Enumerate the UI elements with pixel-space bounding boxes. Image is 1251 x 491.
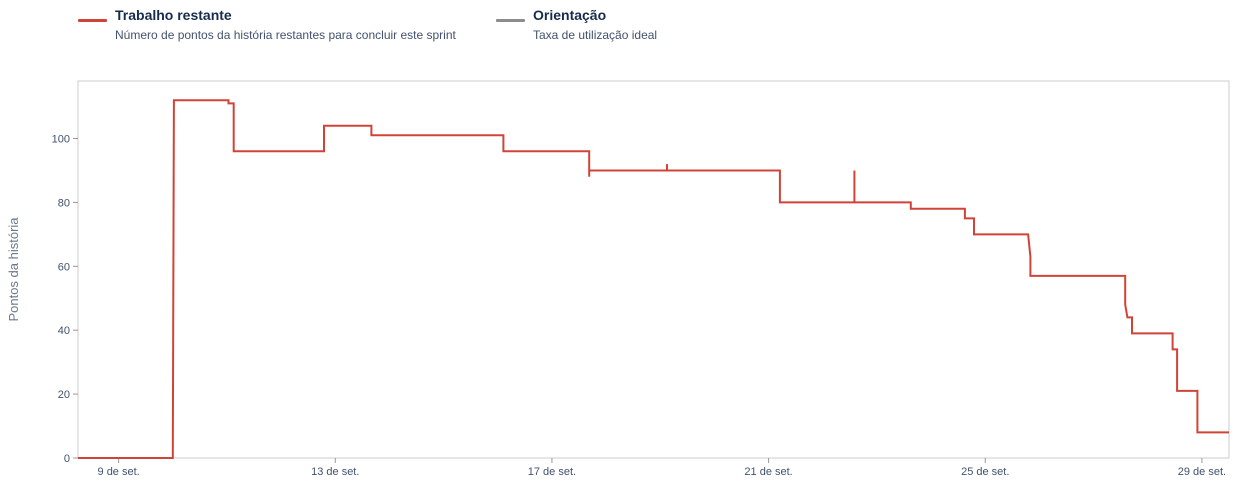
legend-title-remaining: Trabalho restante [115,7,232,23]
x-tick-label: 29 de set. [1178,466,1226,478]
y-tick-label: 80 [58,197,70,209]
legend-description-remaining: Número de pontos da história restantes p… [115,28,456,42]
y-tick-label: 40 [58,325,70,337]
legend-swatch-remaining [78,19,107,22]
x-tick-label: 21 de set. [744,466,792,478]
y-axis-title: Pontos da história [6,217,21,322]
y-tick-label: 20 [58,389,70,401]
x-tick-label: 13 de set. [311,466,359,478]
series-line-remaining [78,99,1229,459]
y-tick-label: 60 [58,261,70,273]
x-tick-label: 25 de set. [961,466,1009,478]
legend-title-guideline: Orientação [533,7,607,23]
x-tick-label: 17 de set. [528,466,576,478]
y-tick-label: 100 [52,134,70,146]
legend-description-guideline: Taxa de utilização ideal [533,28,658,42]
legend-swatch-guideline [496,19,525,22]
plot-frame [77,80,1230,459]
y-tick-label: 0 [64,453,70,465]
x-tick-label: 9 de set. [98,466,140,478]
